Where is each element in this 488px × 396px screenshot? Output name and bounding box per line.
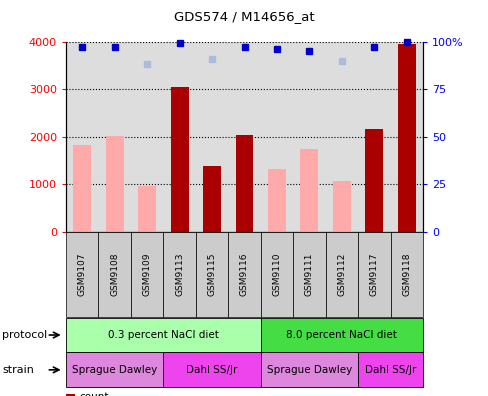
Text: Dahl SS/Jr: Dahl SS/Jr — [364, 365, 415, 375]
Text: 0.3 percent NaCl diet: 0.3 percent NaCl diet — [108, 330, 218, 340]
Bar — [365, 129, 383, 232]
Bar — [138, 186, 156, 232]
Bar — [170, 87, 188, 232]
Text: GSM9113: GSM9113 — [175, 253, 183, 296]
Bar — [397, 44, 415, 232]
Text: 8.0 percent NaCl diet: 8.0 percent NaCl diet — [286, 330, 396, 340]
Text: GSM9110: GSM9110 — [272, 253, 281, 296]
Text: Dahl SS/Jr: Dahl SS/Jr — [186, 365, 237, 375]
Bar — [300, 149, 318, 232]
Bar — [203, 166, 221, 232]
Bar — [73, 145, 91, 232]
Text: GSM9111: GSM9111 — [305, 253, 313, 296]
Text: GSM9108: GSM9108 — [110, 253, 119, 296]
Text: Sprague Dawley: Sprague Dawley — [266, 365, 351, 375]
Bar — [105, 136, 123, 232]
Text: GSM9109: GSM9109 — [142, 253, 151, 296]
Text: GSM9107: GSM9107 — [78, 253, 86, 296]
Text: GSM9118: GSM9118 — [402, 253, 410, 296]
Bar — [332, 181, 350, 232]
Text: GDS574 / M14656_at: GDS574 / M14656_at — [174, 10, 314, 23]
Text: Sprague Dawley: Sprague Dawley — [72, 365, 157, 375]
Text: strain: strain — [2, 365, 34, 375]
Text: protocol: protocol — [2, 330, 48, 340]
Bar — [267, 169, 285, 232]
Text: GSM9117: GSM9117 — [369, 253, 378, 296]
Text: GSM9112: GSM9112 — [337, 253, 346, 296]
Text: count: count — [80, 392, 109, 396]
Text: GSM9115: GSM9115 — [207, 253, 216, 296]
Text: GSM9116: GSM9116 — [240, 253, 248, 296]
Bar — [235, 135, 253, 232]
